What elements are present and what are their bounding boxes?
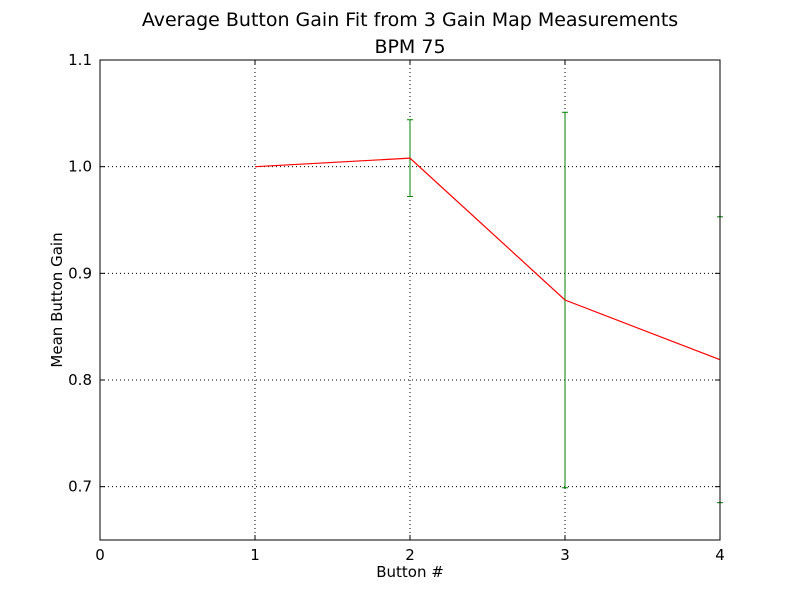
- x-tick-label: 3: [560, 546, 570, 564]
- x-tick-label: 2: [405, 546, 415, 564]
- series-line: [254, 157, 721, 361]
- chart-subtitle: BPM 75: [374, 36, 445, 58]
- axis-ticks: 0 1 2 3 4 0.7 0.8 0.9 1.0 1.1: [68, 51, 725, 564]
- x-tick-label: 1: [250, 546, 260, 564]
- y-tick-label: 0.9: [68, 264, 92, 282]
- x-tick-label: 0: [95, 546, 105, 564]
- x-tick-label: 4: [715, 546, 725, 564]
- y-tick-label: 1.0: [68, 158, 92, 176]
- y-tick-label: 1.1: [68, 51, 92, 69]
- series-layer: [254, 111, 723, 504]
- y-tick-label: 0.8: [68, 371, 92, 389]
- x-axis-label: Button #: [376, 563, 444, 581]
- y-axis-label: Mean Button Gain: [48, 232, 66, 367]
- y-tick-label: 0.7: [68, 478, 92, 496]
- chart-title: Average Button Gain Fit from 3 Gain Map …: [142, 9, 678, 31]
